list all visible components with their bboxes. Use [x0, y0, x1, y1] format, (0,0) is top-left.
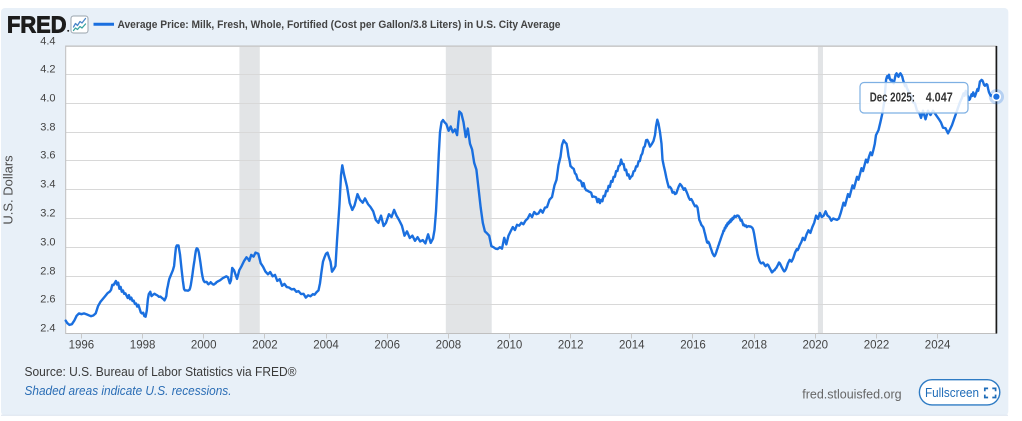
svg-text:4.2: 4.2 [40, 63, 55, 75]
svg-text:Fullscreen: Fullscreen [925, 385, 979, 400]
svg-text:4.047: 4.047 [926, 90, 953, 104]
svg-text:2000: 2000 [191, 339, 217, 351]
svg-text:3.0: 3.0 [40, 236, 55, 248]
svg-text:2006: 2006 [374, 339, 400, 351]
svg-text:2010: 2010 [497, 339, 523, 351]
svg-text:4.4: 4.4 [40, 35, 55, 47]
svg-text:3.8: 3.8 [40, 121, 55, 133]
svg-text:2.4: 2.4 [40, 322, 55, 334]
svg-text:Shaded areas indicate U.S. rec: Shaded areas indicate U.S. recessions. [25, 384, 232, 398]
svg-text:1996: 1996 [69, 339, 95, 351]
svg-text:U.S. Dollars: U.S. Dollars [1, 155, 16, 225]
svg-text:2024: 2024 [925, 339, 951, 351]
svg-text:FRED: FRED [7, 11, 67, 37]
svg-text:2016: 2016 [680, 339, 706, 351]
svg-text:fred.stlouisfed.org: fred.stlouisfed.org [802, 387, 901, 401]
svg-text:2018: 2018 [741, 339, 767, 351]
svg-text:2008: 2008 [436, 339, 462, 351]
svg-text:2020: 2020 [803, 339, 829, 351]
svg-text:4.0: 4.0 [40, 92, 55, 104]
svg-text:3.6: 3.6 [40, 149, 55, 161]
svg-text:3.4: 3.4 [40, 178, 55, 190]
svg-text:2022: 2022 [864, 339, 890, 351]
svg-text:2004: 2004 [313, 339, 339, 351]
svg-text:2014: 2014 [619, 339, 645, 351]
svg-text:1998: 1998 [130, 339, 156, 351]
svg-text:2002: 2002 [252, 339, 278, 351]
svg-text:Source: U.S. Bureau of Labor S: Source: U.S. Bureau of Labor Statistics … [25, 365, 298, 379]
svg-text:2.8: 2.8 [40, 265, 55, 277]
svg-text:2.6: 2.6 [40, 293, 55, 305]
svg-text:3.2: 3.2 [40, 207, 55, 219]
svg-text:Dec 2025:: Dec 2025: [870, 90, 915, 104]
svg-text:Average Price: Milk, Fresh, Wh: Average Price: Milk, Fresh, Whole, Forti… [118, 19, 561, 31]
svg-text:2012: 2012 [558, 339, 584, 351]
